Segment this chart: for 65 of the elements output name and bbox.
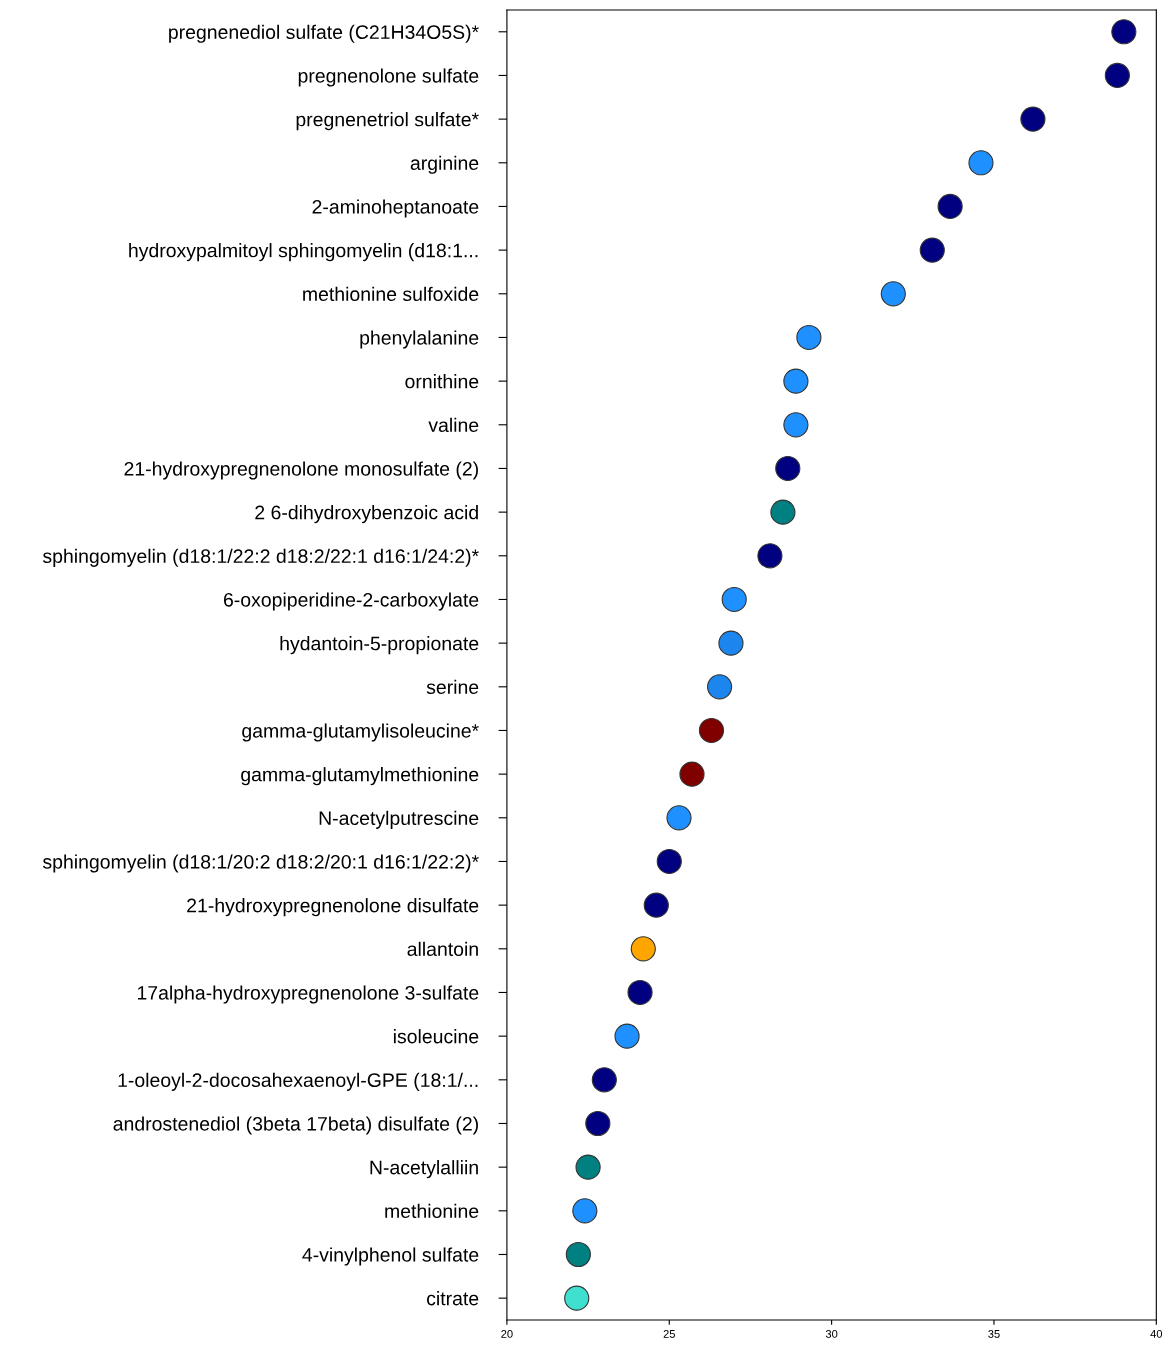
y-tick-label: allantoin bbox=[407, 941, 478, 957]
point bbox=[585, 1110, 611, 1137]
point bbox=[1111, 19, 1137, 45]
y-tick-label: citrate bbox=[427, 1291, 479, 1306]
y-tick-label: serine bbox=[426, 679, 479, 695]
y-tick-label: sphingomyelin (d18:1/20:2 d18:2/20:1 d16:1/22:2)* bbox=[42, 854, 479, 873]
y-tick-label: pregnenetriol sulfate* bbox=[296, 112, 479, 131]
y-tick-label: 2 6-dihydroxybenzoic acid bbox=[255, 505, 478, 524]
y-tick-label: valine bbox=[428, 417, 479, 433]
y-tick-label: 2-aminoheptanoate bbox=[312, 199, 479, 218]
y-tick-label: hydroxypalmitoyl sphingomyelin (d18:1... bbox=[129, 243, 478, 262]
point bbox=[564, 1285, 590, 1311]
point bbox=[757, 543, 783, 569]
y-tick-label: arginine bbox=[410, 155, 479, 174]
point bbox=[679, 761, 705, 787]
point bbox=[614, 1023, 640, 1049]
point bbox=[707, 674, 733, 700]
y-tick-label: N-acetylputrescine bbox=[319, 810, 479, 829]
x-tick-label: 25 bbox=[663, 1330, 675, 1338]
point bbox=[572, 1198, 598, 1224]
point bbox=[919, 237, 945, 263]
y-tick-label: 17alpha-hydroxypregnenolone 3-sulfate bbox=[137, 985, 479, 1004]
point bbox=[775, 455, 801, 482]
y-tick-label: 21-hydroxypregnenolone monosulfate (2) bbox=[124, 461, 478, 480]
point bbox=[937, 193, 963, 220]
y-tick-label: ornithine bbox=[405, 374, 479, 389]
point bbox=[1104, 62, 1130, 89]
point bbox=[770, 499, 796, 525]
point bbox=[968, 150, 994, 176]
point bbox=[575, 1154, 601, 1180]
x-tick-label: 30 bbox=[825, 1330, 838, 1338]
point bbox=[721, 586, 747, 613]
y-tick-label: 21-hydroxypregnenolone disulfate bbox=[187, 898, 479, 917]
y-tick-label: sphingomyelin (d18:1/22:2 d18:2/22:1 d16:1/24:2)* bbox=[42, 548, 479, 567]
y-tick-label: 1-oleoyl-2-docosahexaenoyl-GPE (18:1/... bbox=[118, 1072, 478, 1091]
y-tick-label: gamma-glutamylisoleucine* bbox=[242, 723, 479, 742]
y-tick-label: methionine sulfoxide bbox=[303, 286, 479, 302]
point bbox=[627, 979, 653, 1006]
point bbox=[643, 892, 669, 918]
x-tick-label: 40 bbox=[1150, 1330, 1163, 1338]
point bbox=[591, 1067, 617, 1093]
point bbox=[630, 936, 656, 962]
x-tick-label: 35 bbox=[988, 1330, 1000, 1338]
x-tick-label: 20 bbox=[501, 1330, 513, 1338]
y-tick-label: phenylalanine bbox=[360, 330, 479, 349]
point bbox=[718, 630, 744, 656]
point bbox=[656, 848, 682, 875]
y-tick-label: 6-oxopiperidine-2-carboxylate bbox=[223, 592, 479, 611]
y-tick-label: gamma-glutamylmethionine bbox=[241, 767, 479, 786]
y-tick-label: pregnenediol sulfate (C21H34O5S)* bbox=[169, 24, 479, 43]
point bbox=[783, 412, 809, 438]
y-tick-label: hydantoin-5-propionate bbox=[280, 636, 479, 655]
point bbox=[666, 805, 692, 831]
y-tick-label: 4-vinylphenol sulfate bbox=[302, 1247, 479, 1266]
point bbox=[1020, 106, 1046, 132]
y-tick-label: isoleucine bbox=[393, 1029, 479, 1044]
y-tick-label: N-acetylalliin bbox=[370, 1160, 478, 1179]
point bbox=[783, 368, 809, 394]
point bbox=[698, 717, 725, 744]
y-tick-label: androstenediol (3beta 17beta) disulfate (2) bbox=[113, 1116, 478, 1135]
point bbox=[796, 324, 822, 351]
y-tick-label: methionine bbox=[385, 1203, 479, 1219]
point bbox=[565, 1241, 591, 1268]
y-tick-label: pregnenolone sulfate bbox=[298, 68, 479, 87]
point bbox=[880, 281, 906, 307]
